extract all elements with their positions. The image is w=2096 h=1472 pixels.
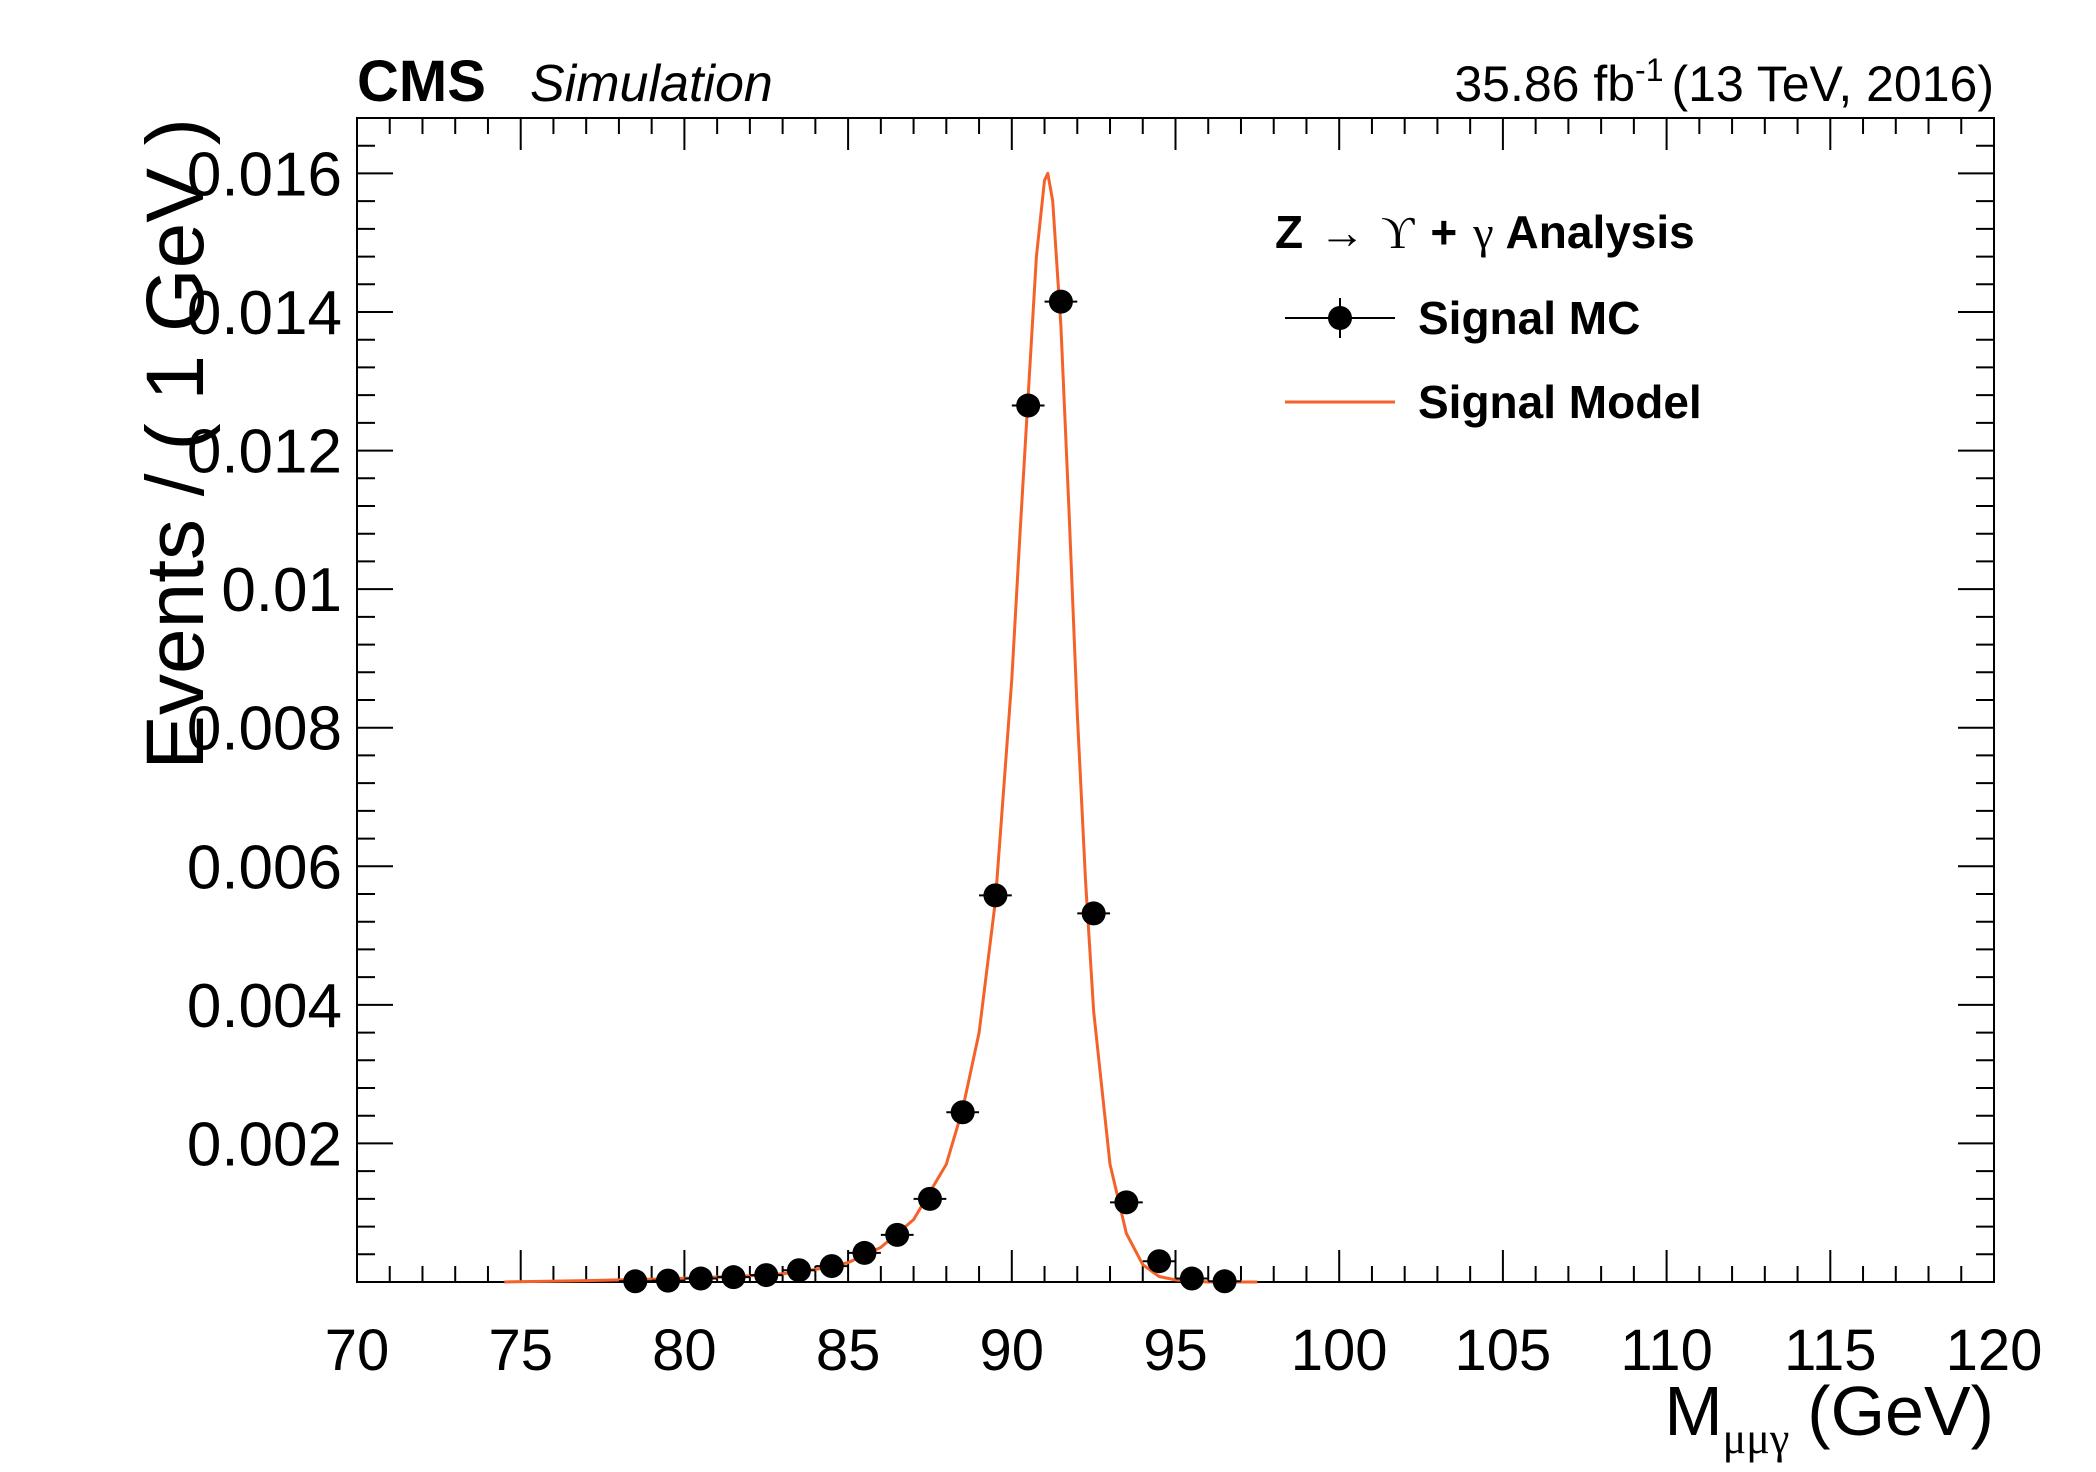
signal-mc-marker bbox=[1048, 289, 1073, 314]
lumi-exponent: -1 bbox=[1635, 52, 1663, 88]
signal-mc-marker bbox=[1212, 1269, 1237, 1294]
signal-mc-marker bbox=[656, 1268, 681, 1293]
plot-frame bbox=[356, 117, 1995, 1283]
x-axis-title-subscript: μμγ bbox=[1723, 1414, 1790, 1463]
x-tick-label: 110 bbox=[1620, 1318, 1712, 1383]
axis-ticks bbox=[356, 118, 1995, 1282]
lumi-label: 35.86 fb-1 (13 TeV, 2016) bbox=[1454, 52, 1994, 112]
signal-mc-point bbox=[946, 1100, 980, 1125]
x-tick-label: 70 bbox=[325, 1318, 390, 1383]
signal-mc-marker bbox=[754, 1263, 779, 1288]
experiment-label: CMS bbox=[357, 49, 486, 114]
signal-model-line bbox=[504, 171, 1258, 1284]
y-tick-label: 0.01 bbox=[221, 556, 342, 625]
legend-title-gamma: γ bbox=[1472, 207, 1493, 258]
signal-mc-series bbox=[618, 289, 1241, 1294]
signal-mc-point bbox=[1044, 289, 1078, 314]
legend-model-label: Signal Model bbox=[1418, 376, 1702, 428]
legend: Z → ϒ + γ Analysis Signal MC Signal Model bbox=[1275, 206, 1702, 428]
signal-mc-marker bbox=[819, 1254, 844, 1279]
y-tick-label: 0.004 bbox=[187, 972, 342, 1041]
y-tick-label: 0.008 bbox=[187, 695, 342, 764]
legend-title: Z → ϒ + γ Analysis bbox=[1275, 206, 1695, 258]
y-tick-label: 0.012 bbox=[187, 418, 342, 487]
signal-mc-marker bbox=[1114, 1190, 1139, 1215]
signal-mc-point bbox=[749, 1263, 783, 1288]
x-tick-label: 120 bbox=[1946, 1318, 2043, 1383]
signal-model-series bbox=[504, 171, 1258, 1284]
signal-mc-point bbox=[848, 1240, 881, 1265]
signal-mc-marker bbox=[1147, 1249, 1172, 1274]
legend-mc-marker bbox=[1328, 306, 1352, 330]
signal-mc-point bbox=[913, 1186, 947, 1211]
signal-mc-point bbox=[979, 883, 1012, 908]
signal-mc-point bbox=[1142, 1249, 1176, 1274]
x-tick-labels: 70 75 80 85 90 95 100 105 110 115 120 bbox=[325, 1318, 2043, 1383]
signal-mc-point bbox=[717, 1265, 750, 1290]
signal-mc-marker bbox=[885, 1222, 910, 1247]
y-tick-label: 0.006 bbox=[187, 833, 342, 902]
signal-mc-marker bbox=[623, 1269, 648, 1294]
x-tick-label: 100 bbox=[1291, 1318, 1388, 1383]
signal-mc-marker bbox=[917, 1186, 942, 1211]
x-tick-label: 95 bbox=[1143, 1318, 1208, 1383]
signal-mc-point bbox=[880, 1222, 914, 1247]
legend-title-analysis: Analysis bbox=[1506, 206, 1695, 258]
legend-mc-label: Signal MC bbox=[1418, 292, 1640, 344]
y-tick-label: 0.014 bbox=[187, 279, 342, 348]
signal-mc-point bbox=[618, 1269, 652, 1294]
signal-mc-point bbox=[1011, 393, 1045, 418]
x-tick-label: 80 bbox=[652, 1318, 717, 1383]
signal-mc-marker bbox=[786, 1258, 811, 1283]
signal-mc-marker bbox=[852, 1240, 877, 1265]
y-tick-label: 0.002 bbox=[187, 1110, 342, 1179]
lumi-value: 35.86 fb bbox=[1454, 56, 1635, 112]
signal-mc-point bbox=[1208, 1269, 1241, 1294]
signal-mc-marker bbox=[721, 1265, 746, 1290]
legend-title-z: Z bbox=[1275, 206, 1303, 258]
legend-title-plus: + bbox=[1430, 206, 1457, 258]
signal-mc-marker bbox=[688, 1266, 713, 1291]
y-axis-title: Events / ( 1 GeV ) bbox=[130, 118, 221, 770]
x-tick-label: 75 bbox=[488, 1318, 553, 1383]
x-tick-label: 85 bbox=[816, 1318, 881, 1383]
signal-mc-marker bbox=[950, 1100, 975, 1125]
x-tick-label: 90 bbox=[980, 1318, 1045, 1383]
signal-mc-point bbox=[1110, 1190, 1143, 1215]
signal-mc-marker bbox=[1081, 901, 1106, 926]
signal-mc-marker bbox=[983, 883, 1008, 908]
signal-mc-point bbox=[1077, 901, 1111, 926]
signal-mc-point bbox=[684, 1266, 718, 1291]
x-axis-title-unit: (GeV) bbox=[1807, 1372, 1994, 1450]
energy-year: (13 TeV, 2016) bbox=[1672, 56, 1995, 112]
signal-mc-point bbox=[1175, 1266, 1209, 1291]
signal-mc-marker bbox=[1016, 393, 1041, 418]
x-tick-label: 105 bbox=[1455, 1318, 1552, 1383]
x-axis-title-main: M bbox=[1664, 1372, 1722, 1450]
signal-mc-marker bbox=[1179, 1266, 1204, 1291]
x-tick-label: 115 bbox=[1784, 1318, 1876, 1383]
signal-mc-point bbox=[782, 1258, 816, 1283]
status-label: Simulation bbox=[530, 55, 773, 113]
legend-title-upsilon: ϒ bbox=[1381, 207, 1415, 258]
signal-mc-point bbox=[815, 1254, 849, 1279]
y-tick-label: 0.016 bbox=[187, 140, 342, 209]
y-tick-labels: 0.002 0.004 0.006 0.008 0.01 0.012 0.014 0.016 bbox=[187, 140, 342, 1179]
x-axis-title: Mμμγ (GeV) bbox=[1664, 1372, 1994, 1463]
signal-mc-point bbox=[651, 1268, 685, 1293]
legend-title-arrow: → bbox=[1319, 207, 1365, 258]
